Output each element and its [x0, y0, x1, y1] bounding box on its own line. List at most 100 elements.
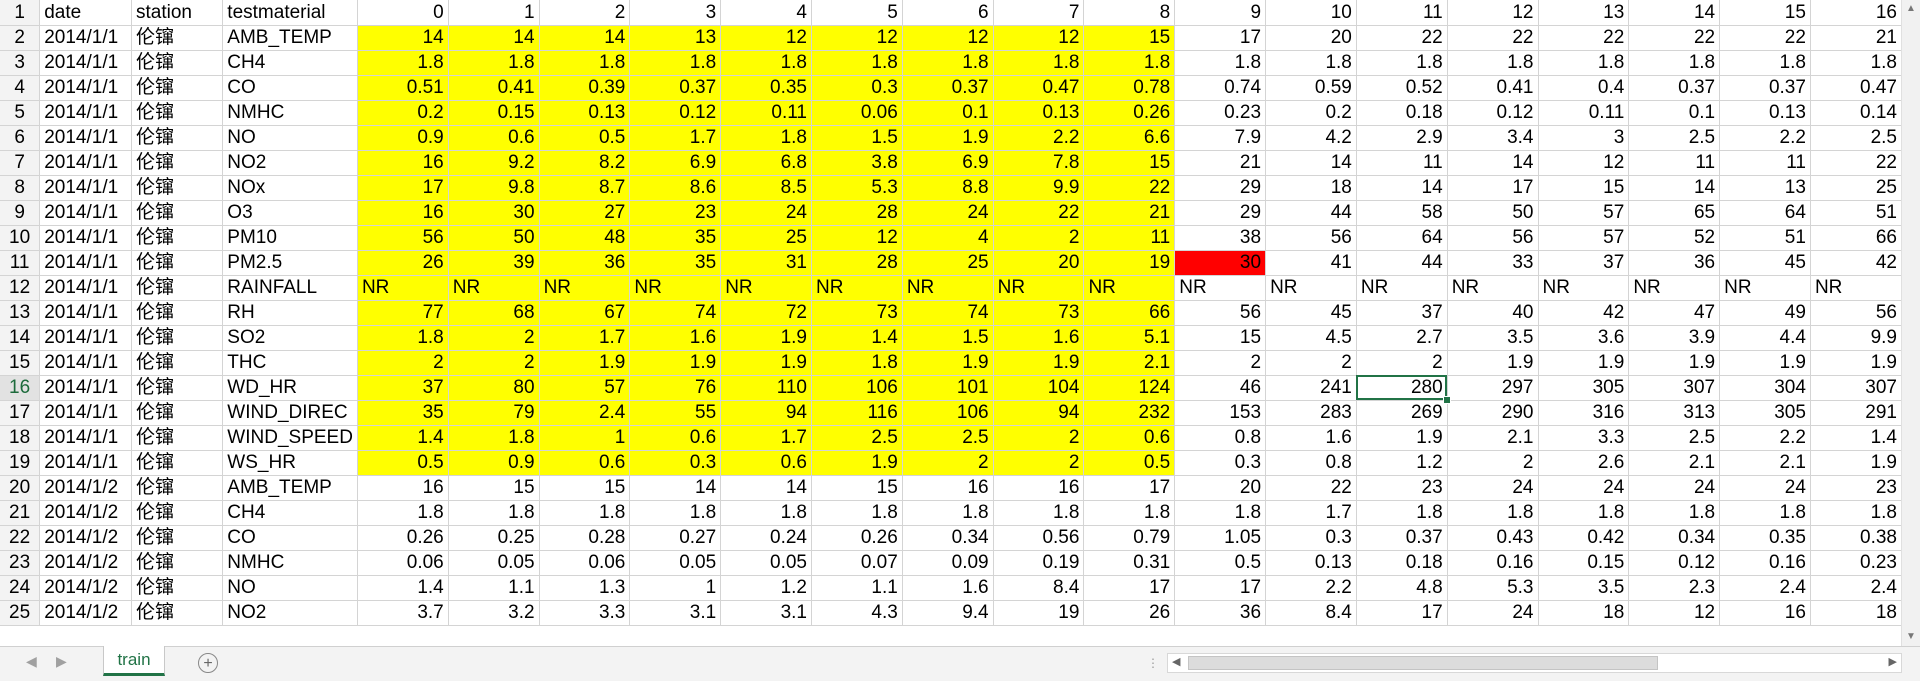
- table-cell[interactable]: 伦镩: [131, 50, 224, 76]
- table-cell[interactable]: 57: [1538, 225, 1630, 251]
- table-cell[interactable]: 232: [1083, 400, 1176, 426]
- table-cell[interactable]: 1.05: [1174, 525, 1267, 551]
- table-cell[interactable]: 0.06: [539, 550, 631, 576]
- table-cell[interactable]: 6.9: [902, 150, 994, 176]
- table-cell[interactable]: CH4: [222, 50, 358, 76]
- table-cell[interactable]: 2: [1265, 350, 1357, 376]
- table-cell[interactable]: 17: [1083, 575, 1176, 601]
- table-cell[interactable]: 2: [448, 350, 540, 376]
- table-cell[interactable]: 3.5: [1538, 575, 1630, 601]
- header-cell[interactable]: 10: [1265, 0, 1357, 26]
- table-cell[interactable]: 伦镩: [131, 375, 224, 401]
- table-cell[interactable]: 1.8: [1628, 50, 1721, 76]
- table-cell[interactable]: 24: [902, 200, 994, 226]
- table-cell[interactable]: 8.8: [902, 175, 994, 201]
- table-cell[interactable]: 37: [1538, 250, 1630, 276]
- table-cell[interactable]: 1.8: [1719, 500, 1811, 526]
- table-cell[interactable]: 2014/1/1: [39, 400, 132, 426]
- table-cell[interactable]: 伦镩: [131, 275, 224, 301]
- row-header[interactable]: 20: [0, 475, 41, 501]
- table-cell[interactable]: 1.4: [357, 575, 449, 601]
- table-cell[interactable]: 0.12: [1628, 550, 1721, 576]
- row-header[interactable]: 12: [0, 275, 41, 301]
- table-cell[interactable]: NO: [222, 575, 358, 601]
- table-cell[interactable]: 1.8: [539, 50, 631, 76]
- table-cell[interactable]: 23: [1356, 475, 1448, 501]
- table-cell[interactable]: 2014/1/1: [39, 375, 132, 401]
- table-cell[interactable]: 2014/1/1: [39, 125, 132, 151]
- table-cell[interactable]: 2.5: [1810, 125, 1902, 151]
- table-cell[interactable]: 伦镩: [131, 500, 224, 526]
- table-cell[interactable]: 56: [1810, 300, 1902, 326]
- table-cell[interactable]: 2: [993, 225, 1085, 251]
- table-cell[interactable]: 15: [1083, 25, 1176, 51]
- table-cell[interactable]: 42: [1810, 250, 1902, 276]
- table-cell[interactable]: 2014/1/1: [39, 275, 132, 301]
- table-cell[interactable]: 39: [448, 250, 540, 276]
- table-cell[interactable]: 2014/1/1: [39, 175, 132, 201]
- table-cell[interactable]: 8.4: [993, 575, 1085, 601]
- table-cell[interactable]: 36: [1628, 250, 1721, 276]
- row-header[interactable]: 13: [0, 300, 41, 326]
- table-cell[interactable]: 1.8: [1538, 500, 1630, 526]
- table-cell[interactable]: 0.23: [1174, 100, 1267, 126]
- table-cell[interactable]: 0.41: [1447, 75, 1539, 101]
- table-cell[interactable]: 伦镩: [131, 575, 224, 601]
- table-cell[interactable]: 0.3: [1265, 525, 1357, 551]
- table-cell[interactable]: 52: [1628, 225, 1721, 251]
- table-cell[interactable]: 68: [448, 300, 540, 326]
- table-cell[interactable]: 64: [1719, 200, 1811, 226]
- table-cell[interactable]: 2014/1/1: [39, 300, 132, 326]
- table-cell[interactable]: 2014/1/2: [39, 575, 132, 601]
- table-cell[interactable]: 1.8: [1083, 500, 1176, 526]
- table-cell[interactable]: 3.3: [1538, 425, 1630, 451]
- table-cell[interactable]: 23: [1810, 475, 1902, 501]
- table-cell[interactable]: 1.6: [1265, 425, 1357, 451]
- header-cell[interactable]: 5: [811, 0, 903, 26]
- table-cell[interactable]: 1.8: [629, 50, 722, 76]
- table-cell[interactable]: NMHC: [222, 550, 358, 576]
- table-cell[interactable]: 106: [902, 400, 994, 426]
- table-cell[interactable]: 2.4: [1810, 575, 1902, 601]
- table-cell[interactable]: 1.8: [1810, 50, 1902, 76]
- table-cell[interactable]: 8.6: [629, 175, 722, 201]
- table-cell[interactable]: 20: [993, 250, 1085, 276]
- table-cell[interactable]: 14: [1628, 175, 1721, 201]
- table-cell[interactable]: 1.6: [902, 575, 994, 601]
- table-cell[interactable]: 2: [993, 450, 1085, 476]
- table-cell[interactable]: 30: [448, 200, 540, 226]
- table-cell[interactable]: 1.3: [539, 575, 631, 601]
- table-cell[interactable]: 33: [1447, 250, 1539, 276]
- table-cell[interactable]: 1.8: [811, 350, 903, 376]
- table-cell[interactable]: 1.8: [448, 425, 540, 451]
- header-cell[interactable]: 15: [1719, 0, 1811, 26]
- table-cell[interactable]: 58: [1356, 200, 1448, 226]
- table-cell[interactable]: 101: [902, 375, 994, 401]
- table-cell[interactable]: 316: [1538, 400, 1630, 426]
- spreadsheet-grid[interactable]: 1 date station testmaterial 0 1 2 3 4 5 6 7 8 9 10 11 12…: [0, 0, 1902, 646]
- row-header[interactable]: 17: [0, 400, 41, 426]
- table-cell[interactable]: 29: [1174, 175, 1267, 201]
- table-cell[interactable]: 94: [720, 400, 812, 426]
- table-cell[interactable]: 0.12: [629, 100, 722, 126]
- table-cell[interactable]: 0.37: [1356, 525, 1448, 551]
- table-cell[interactable]: 1.7: [629, 125, 722, 151]
- table-cell[interactable]: 1.9: [1538, 350, 1630, 376]
- table-cell[interactable]: 0.15: [1538, 550, 1630, 576]
- table-cell[interactable]: 4.3: [811, 600, 903, 626]
- table-cell[interactable]: RAINFALL: [222, 275, 358, 301]
- table-cell[interactable]: NO2: [222, 600, 358, 626]
- row-header[interactable]: 10: [0, 225, 41, 251]
- table-cell[interactable]: 0.12: [1447, 100, 1539, 126]
- table-cell[interactable]: NR: [902, 275, 994, 301]
- table-cell[interactable]: 0.1: [1628, 100, 1721, 126]
- header-cell[interactable]: 11: [1356, 0, 1448, 26]
- table-cell[interactable]: 2.2: [1719, 425, 1811, 451]
- table-cell[interactable]: 2.2: [1265, 575, 1357, 601]
- table-cell[interactable]: 0.37: [1719, 75, 1811, 101]
- splitter-handle-icon[interactable]: ⋮: [1147, 656, 1159, 670]
- table-cell[interactable]: 12: [1538, 150, 1630, 176]
- table-cell[interactable]: 0.8: [1265, 450, 1357, 476]
- table-cell[interactable]: 65: [1628, 200, 1721, 226]
- table-cell[interactable]: 47: [1628, 300, 1721, 326]
